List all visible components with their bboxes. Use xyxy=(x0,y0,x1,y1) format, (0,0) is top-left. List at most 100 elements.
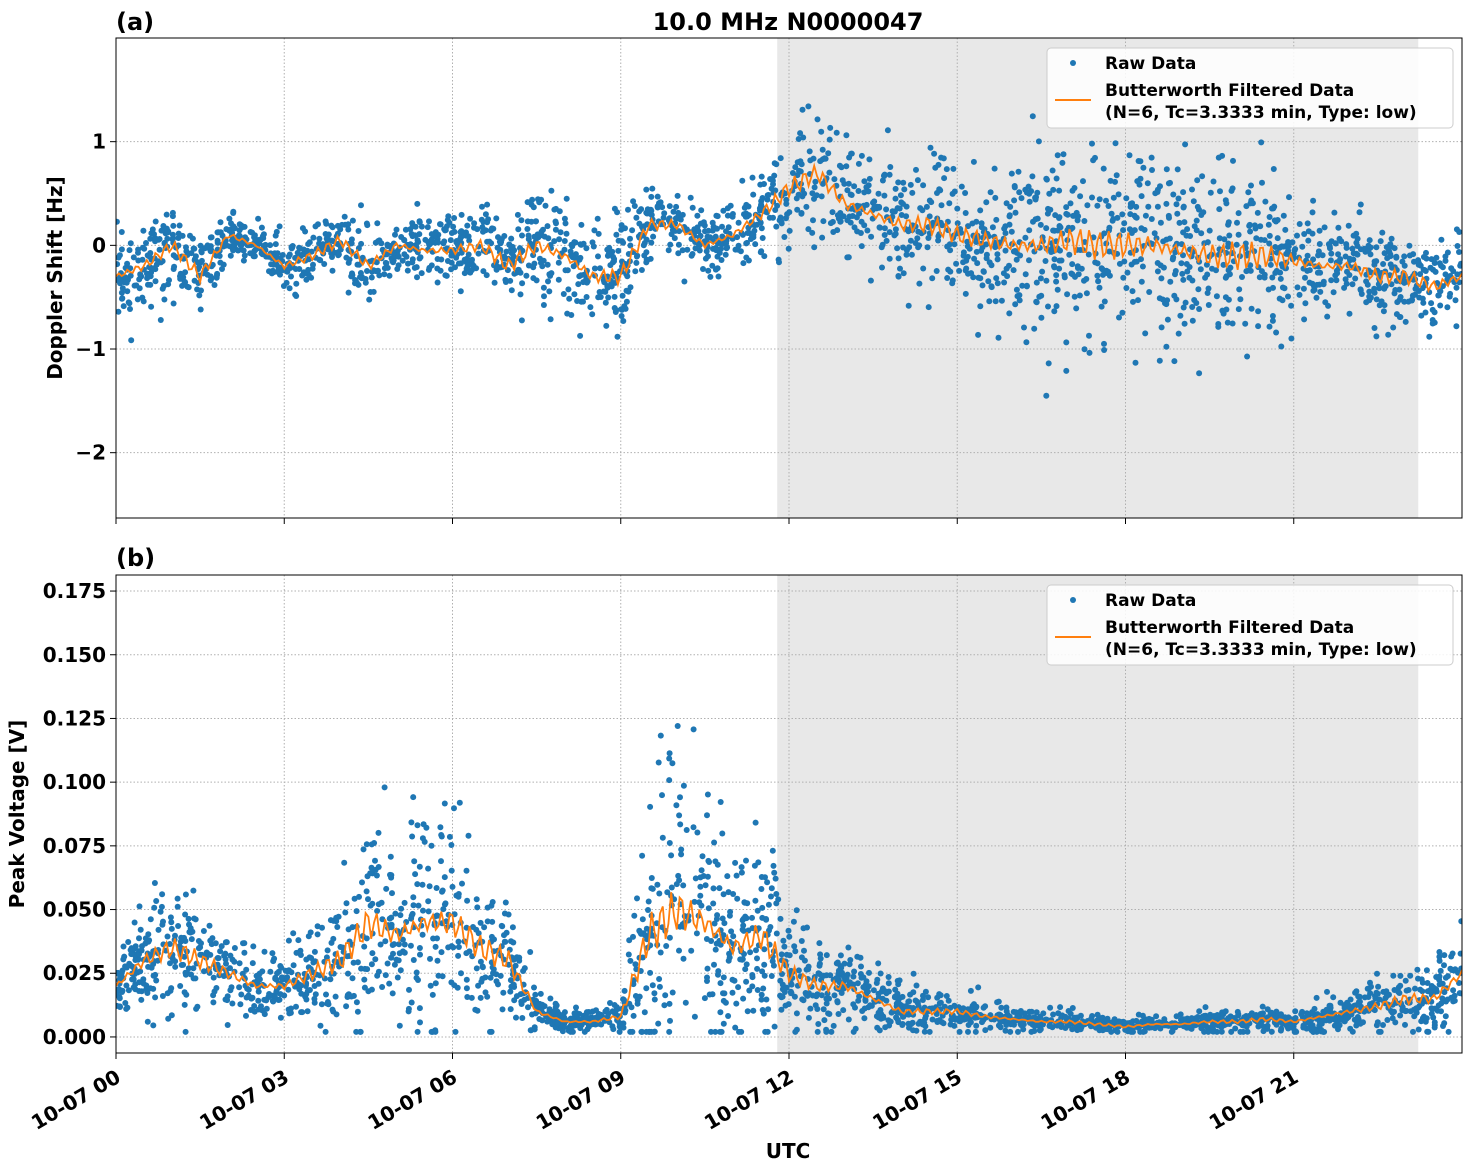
raw-data-point xyxy=(696,242,703,249)
raw-data-point xyxy=(241,252,248,259)
raw-data-point xyxy=(1108,210,1115,217)
raw-data-point xyxy=(941,175,948,182)
raw-data-point xyxy=(619,292,626,299)
raw-data-point xyxy=(1154,203,1161,210)
raw-data-point xyxy=(1053,278,1060,285)
raw-data-point xyxy=(151,904,158,911)
raw-data-point xyxy=(188,936,195,943)
raw-data-point xyxy=(939,222,946,229)
raw-data-point xyxy=(947,247,954,254)
raw-data-point xyxy=(524,226,531,232)
raw-data-point xyxy=(1242,240,1249,247)
raw-data-point xyxy=(667,241,674,248)
raw-data-point xyxy=(950,165,957,172)
raw-data-point xyxy=(708,938,715,944)
raw-data-point xyxy=(191,277,198,284)
raw-data-point xyxy=(717,799,724,805)
raw-data-point xyxy=(1429,320,1436,327)
raw-data-point xyxy=(758,886,765,892)
raw-data-point xyxy=(464,222,471,229)
raw-data-point xyxy=(1172,249,1179,256)
raw-data-point xyxy=(800,997,807,1004)
raw-data-point xyxy=(987,1024,994,1031)
raw-data-point xyxy=(1154,189,1161,195)
raw-data-point xyxy=(375,267,381,274)
raw-data-point xyxy=(120,303,127,310)
raw-data-point xyxy=(783,984,790,991)
raw-data-point xyxy=(474,904,481,911)
raw-data-point xyxy=(657,732,664,739)
raw-data-point xyxy=(751,862,758,869)
raw-data-point xyxy=(295,937,302,944)
raw-data-point xyxy=(198,248,205,254)
raw-data-point xyxy=(783,200,790,207)
raw-data-point xyxy=(1261,237,1268,244)
raw-data-point xyxy=(845,180,852,187)
raw-data-point xyxy=(1373,990,1380,997)
raw-data-point xyxy=(861,1015,868,1022)
raw-data-point xyxy=(1047,206,1054,213)
raw-data-point xyxy=(548,187,555,194)
raw-data-point xyxy=(1332,272,1339,279)
raw-data-point xyxy=(761,961,768,968)
raw-data-point xyxy=(137,968,144,975)
raw-data-point xyxy=(675,209,682,216)
raw-data-point xyxy=(798,938,805,944)
raw-data-point xyxy=(382,259,389,266)
raw-data-point xyxy=(513,1014,519,1021)
raw-data-point xyxy=(1331,209,1338,216)
raw-data-point xyxy=(1209,265,1215,272)
raw-data-point xyxy=(705,227,712,234)
raw-data-point xyxy=(717,980,724,987)
raw-data-point xyxy=(428,231,435,238)
raw-data-point xyxy=(615,247,622,254)
raw-data-point xyxy=(1046,190,1053,197)
raw-data-point xyxy=(916,280,923,287)
raw-data-point xyxy=(1251,222,1258,229)
raw-data-point xyxy=(236,960,243,967)
raw-data-point xyxy=(434,957,441,964)
raw-data-point xyxy=(836,162,843,169)
raw-data-point xyxy=(752,819,759,826)
raw-data-point xyxy=(1200,1021,1207,1028)
raw-data-point xyxy=(711,920,718,927)
raw-data-point xyxy=(341,859,348,866)
raw-data-point xyxy=(1415,288,1422,294)
raw-data-point xyxy=(270,261,277,268)
raw-data-point xyxy=(1345,222,1352,229)
raw-data-point xyxy=(936,1000,943,1007)
raw-data-point xyxy=(563,195,570,202)
raw-data-point xyxy=(700,266,706,272)
raw-data-point xyxy=(559,1028,566,1035)
raw-data-point xyxy=(677,821,684,828)
raw-data-point xyxy=(247,250,254,257)
raw-data-point xyxy=(1386,249,1393,255)
raw-data-point xyxy=(1156,295,1163,302)
raw-data-point xyxy=(785,245,792,252)
raw-data-point xyxy=(975,984,982,991)
raw-data-point xyxy=(1449,950,1456,957)
raw-data-point xyxy=(1248,305,1255,312)
raw-data-point xyxy=(1406,252,1413,259)
raw-data-point xyxy=(752,897,759,904)
raw-data-point xyxy=(1011,197,1018,204)
raw-data-point xyxy=(1253,235,1260,242)
y-tick-label: 1 xyxy=(92,130,106,154)
raw-data-point xyxy=(305,266,312,273)
raw-data-point xyxy=(892,226,899,233)
raw-data-point xyxy=(190,887,197,894)
raw-data-point xyxy=(547,316,554,323)
raw-data-point xyxy=(1262,198,1269,205)
raw-data-point xyxy=(702,255,709,262)
raw-data-point xyxy=(118,289,125,296)
raw-data-point xyxy=(475,982,482,989)
raw-data-point xyxy=(978,247,985,254)
raw-data-point xyxy=(968,270,975,277)
raw-data-point xyxy=(900,244,907,251)
raw-data-point xyxy=(168,925,175,932)
raw-data-point xyxy=(823,952,830,959)
raw-data-point xyxy=(1146,289,1153,295)
raw-data-point xyxy=(704,978,710,984)
raw-data-point xyxy=(1182,299,1189,306)
